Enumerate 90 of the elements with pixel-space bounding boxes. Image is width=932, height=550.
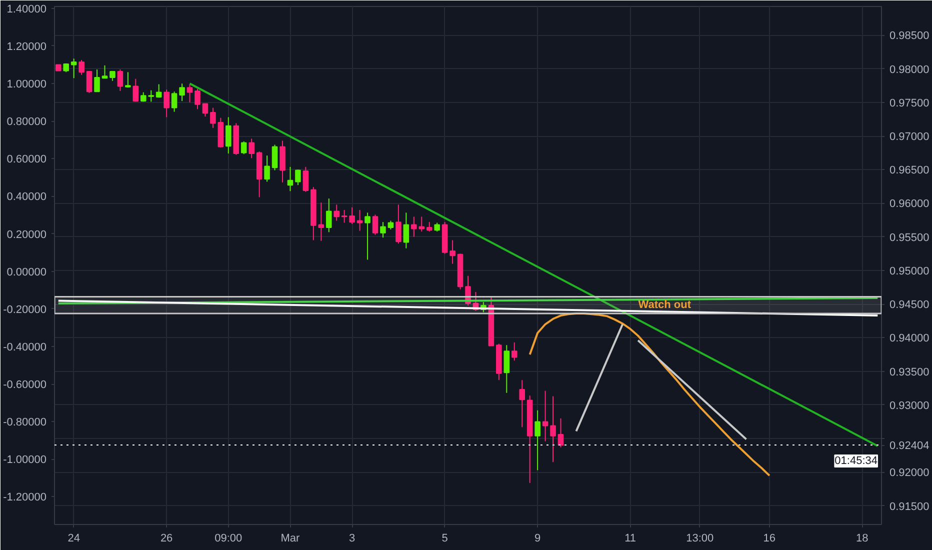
y2-tick-label: 0.92000 [890,467,930,480]
candlestick [194,88,200,110]
x-tick-label: 24 [68,532,80,544]
candlestick [117,68,124,92]
candlestick [364,212,370,260]
y2-tick-label: 0.91500 [890,500,930,513]
candlestick [240,140,247,155]
candlestick [125,72,131,88]
candlestick [272,144,278,171]
candlestick [102,64,108,79]
candlestick [519,380,525,428]
y-tick-label: 1.20000 [6,40,47,53]
y-tick-label: 1.40000 [6,3,47,16]
y2-tick-label: 0.94500 [890,299,930,312]
candlestick [171,91,178,112]
candlestick [396,204,402,244]
x-tick-label: 9 [534,532,541,544]
x-tick-label: 13:00 [686,532,714,544]
candlestick [326,198,332,233]
y2-tick-label: 0.93000 [890,400,930,412]
candlestick [341,209,348,224]
x-tick-label: 16 [763,532,776,544]
candlestick [558,418,564,448]
y-tick-label: -1.20000 [3,492,47,504]
candlestick [202,103,208,117]
candlestick [403,212,410,249]
candlestick [156,84,162,98]
candlestick [78,60,84,76]
y-tick-label: 0.00000 [6,266,47,278]
candlestick [226,116,232,154]
candlestick [110,70,116,82]
y-tick-label: -0.20000 [3,304,47,316]
x-tick-label: Mar [280,532,300,544]
y-tick-label: 0.80000 [6,116,47,128]
y-tick-label: 0.40000 [6,191,47,204]
x-tick-label: 18 [856,532,868,544]
x-tick-label: 5 [442,532,448,544]
candlestick [186,84,193,103]
candlestick [356,209,363,232]
y-tick-label: -0.80000 [3,416,47,429]
candlestick [450,240,456,264]
annotation: 01:45:34 [834,455,878,468]
candlestick [302,166,309,192]
candlestick [542,390,548,442]
y2-tick-label: 0.96500 [890,164,930,177]
x-tick-label: 26 [160,532,173,544]
candlestick [264,155,270,182]
y2-tick-label: 0.94000 [890,332,930,345]
candlestick [248,138,254,159]
y-tick-label: 1.00000 [6,78,47,91]
candlestick [426,222,432,232]
candlestick [334,204,340,222]
y2-tick-label: 0.93500 [890,366,930,378]
y2-tick-label: 0.95000 [890,265,930,278]
y2-tick-label: 0.98000 [890,64,930,76]
candlestick [179,83,185,102]
candlestick [287,166,294,192]
candlestick [511,342,518,362]
candlestick [465,275,471,306]
candlestick [132,78,139,102]
candlestick [380,222,386,238]
y-tick-label: -0.40000 [3,341,47,354]
y2-tick-label: 0.96000 [890,198,930,210]
candlestick [86,70,92,94]
x-tick-label: 11 [624,532,636,544]
line-series [528,312,770,477]
candlestick [94,68,100,92]
y2-tick-label: 0.97000 [890,131,930,143]
y-tick-label: 0.60000 [6,154,47,166]
x-tick-label: 09:00 [214,532,242,544]
candlestick [70,58,77,79]
candlestick [550,396,556,463]
candlestick [295,169,301,186]
candlestick [210,107,216,128]
candlestick [164,89,170,118]
y-tick-label: 0.20000 [6,228,47,241]
candlestick [318,202,324,242]
candlestick [349,206,355,225]
candlestick [372,214,378,236]
candlestick [534,410,540,471]
band-label: Watch out [638,299,692,312]
candlestick [280,140,286,183]
y2-tick-label: 0.98500 [890,30,930,42]
y-tick-label: -0.60000 [3,379,47,392]
y-tick-label: -1.00000 [3,454,47,466]
candlestick [504,344,510,394]
y2-tick-label: 0.95500 [890,232,930,244]
y2-tick-label: 0.97500 [890,97,930,110]
x-tick-label: 3 [349,532,356,544]
ref-line-label: 0.92404 [890,440,930,452]
